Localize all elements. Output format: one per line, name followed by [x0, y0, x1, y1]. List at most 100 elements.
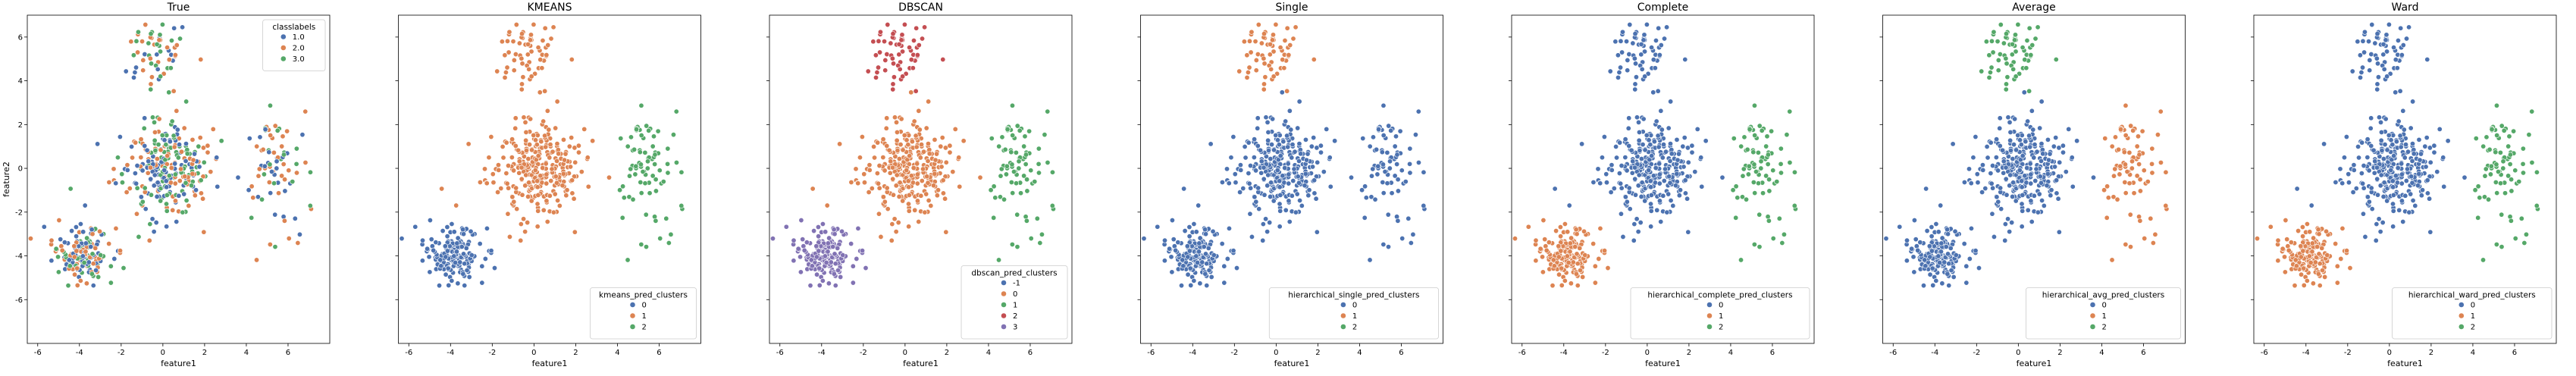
scatter-point	[307, 169, 313, 175]
scatter-point	[58, 237, 64, 243]
x-tick-label: 0	[1274, 349, 1278, 357]
scatter-point	[917, 155, 923, 161]
scatter-point	[1370, 166, 1376, 172]
scatter-point	[1224, 166, 1230, 172]
y-tick-label: 4	[18, 77, 23, 86]
scatter-point	[1646, 168, 1652, 174]
scatter-point	[1032, 179, 1038, 185]
scatter-point	[170, 207, 176, 213]
scatter-point	[527, 142, 533, 148]
scatter-point	[1246, 64, 1252, 70]
scatter-point	[890, 176, 896, 182]
scatter-point	[1613, 144, 1619, 150]
scatter-point	[2397, 88, 2403, 94]
scatter-point	[1581, 228, 1587, 234]
scatter-point	[171, 25, 177, 31]
scatter-point	[1284, 88, 1290, 94]
scatter-point	[2372, 158, 2378, 164]
scatter-point	[1277, 201, 1283, 207]
scatter-point	[1636, 137, 1642, 143]
scatter-point	[1394, 161, 1400, 168]
scatter-point	[1267, 52, 1273, 58]
scatter-point	[2022, 173, 2028, 179]
scatter-point	[819, 221, 826, 227]
scatter-point	[1926, 243, 1932, 249]
scatter-point	[919, 178, 925, 184]
scatter-point	[1787, 108, 1793, 114]
y-tick-label: 2	[18, 121, 23, 130]
scatter-point	[1551, 263, 1557, 269]
scatter-point	[882, 168, 888, 174]
scatter-point	[1626, 185, 1632, 191]
scatter-point	[1284, 25, 1290, 31]
legend-entry: 0	[1719, 302, 1723, 310]
scatter-point	[1760, 190, 1766, 196]
scatter-point	[626, 194, 632, 200]
scatter-point	[2300, 248, 2306, 254]
scatter-point	[1974, 171, 1980, 177]
scatter-point	[2520, 146, 2526, 152]
scatter-point	[2415, 183, 2421, 189]
scatter-point	[1592, 263, 1598, 269]
scatter-point	[453, 249, 459, 255]
scatter-point	[201, 229, 207, 235]
scatter-point	[625, 257, 631, 263]
scatter-point	[996, 143, 1002, 149]
scatter-point	[2104, 183, 2111, 190]
scatter-point	[455, 235, 461, 241]
scatter-point	[2032, 142, 2038, 148]
scatter-point	[1026, 128, 1033, 134]
scatter-point	[205, 149, 211, 155]
scatter-point	[427, 218, 433, 224]
scatter-point	[2020, 192, 2026, 198]
scatter-point	[1629, 170, 1635, 176]
scatter-point	[556, 151, 562, 157]
scatter-point	[2109, 257, 2115, 263]
scatter-point	[2011, 142, 2017, 148]
legend-marker	[629, 302, 636, 308]
scatter-point	[399, 236, 405, 242]
scatter-point	[2109, 143, 2115, 149]
scatter-point	[660, 179, 666, 185]
scatter-point	[1255, 185, 1261, 191]
scatter-point	[543, 161, 549, 167]
scatter-point	[1635, 229, 1641, 235]
scatter-point	[1386, 123, 1392, 129]
scatter-point	[2003, 176, 2009, 182]
scatter-point	[2416, 171, 2422, 177]
scatter-point	[1731, 136, 1737, 142]
scatter-point	[128, 39, 134, 45]
scatter-point	[528, 49, 534, 55]
scatter-point	[528, 74, 534, 80]
scatter-point	[1979, 68, 1985, 74]
scatter-point	[825, 249, 831, 255]
scatter-point	[2123, 102, 2129, 108]
scatter-point	[919, 142, 925, 148]
scatter-point	[1293, 24, 1299, 30]
scatter-point	[1703, 138, 1709, 144]
scatter-point	[2390, 224, 2396, 230]
y-tick-label: -2	[15, 208, 23, 217]
scatter-point	[1948, 245, 1954, 251]
scatter-point	[1626, 52, 1632, 58]
scatter-point	[144, 147, 150, 153]
scatter-point	[2019, 201, 2025, 207]
scatter-point	[1244, 74, 1250, 80]
scatter-point	[924, 174, 930, 180]
scatter-point	[2114, 196, 2120, 202]
scatter-point	[1694, 126, 1700, 132]
scatter-point	[267, 102, 273, 108]
scatter-point	[1778, 161, 1784, 167]
scatter-point	[1987, 70, 1993, 76]
scatter-point	[425, 246, 431, 252]
scatter-point	[888, 40, 894, 46]
scatter-point	[2440, 155, 2446, 161]
scatter-point	[935, 187, 942, 193]
scatter-point	[1648, 192, 1654, 198]
scatter-point	[918, 193, 924, 199]
legend-entry: 2.0	[293, 45, 305, 53]
scatter-point	[1988, 171, 1994, 177]
scatter-point	[2024, 165, 2030, 171]
scatter-point	[2118, 127, 2124, 133]
scatter-point	[2150, 240, 2156, 246]
